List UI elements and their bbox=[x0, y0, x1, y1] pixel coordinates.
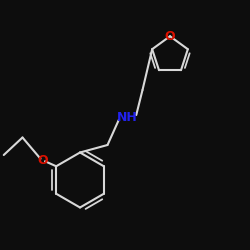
Text: O: O bbox=[37, 154, 48, 166]
Text: O: O bbox=[165, 30, 175, 43]
Text: NH: NH bbox=[117, 111, 138, 124]
